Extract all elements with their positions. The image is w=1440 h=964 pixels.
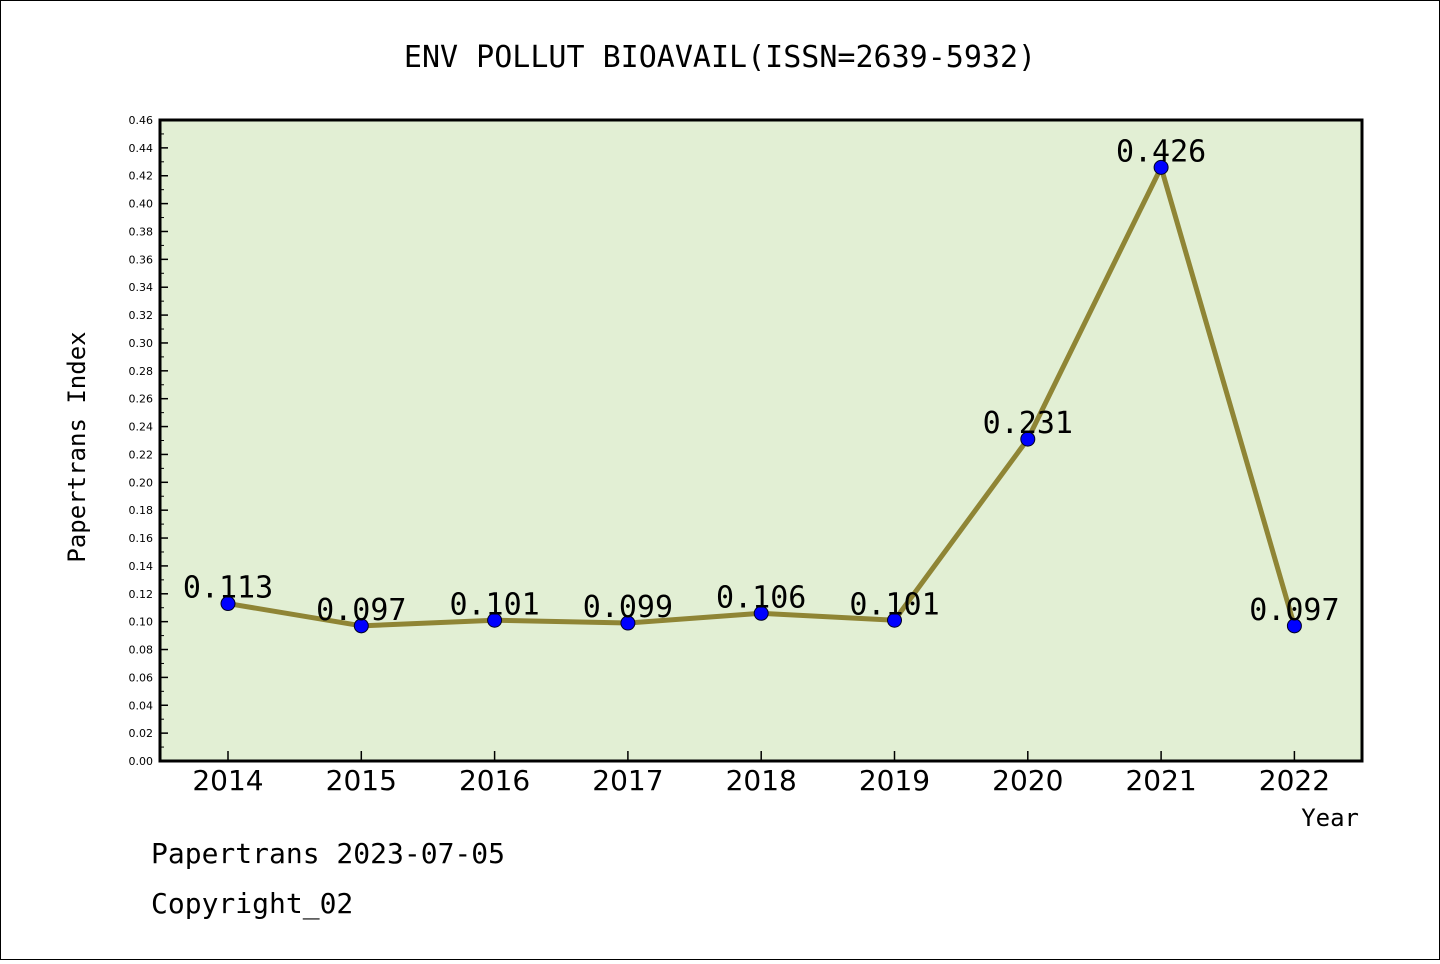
data-labels: 0.113 0.097 0.101 0.099 0.106 0.101 0.231 0.426… (183, 134, 1340, 627)
y-tick-label: 0.42 (129, 170, 154, 183)
y-tick-label: 0.16 (129, 532, 154, 545)
y-tick-label: 0.32 (129, 309, 154, 322)
data-label: 0.099 (583, 590, 673, 625)
data-label: 0.097 (316, 593, 406, 628)
data-points (220, 159, 1302, 634)
x-tick-label: 2019 (859, 764, 930, 797)
x-axis: 2014 2015 2016 2017 2018 2019 2020 2021 2022 (192, 751, 1330, 797)
data-label: 0.113 (183, 571, 273, 606)
data-label: 0.106 (716, 580, 806, 615)
x-tick-label: 2014 (192, 764, 263, 797)
y-tick-label: 0.18 (129, 504, 154, 517)
y-tick-label: 0.10 (129, 616, 154, 629)
y-tick-label: 0.36 (129, 253, 154, 266)
x-tick-label: 2015 (326, 764, 397, 797)
x-tick-label: 2018 (726, 764, 797, 797)
y-tick-label: 0.34 (129, 281, 154, 294)
y-tick-label: 0.44 (129, 142, 154, 155)
y-tick-label: 0.30 (129, 337, 154, 350)
data-point (1153, 159, 1169, 175)
data-label: 0.101 (849, 587, 939, 622)
y-tick-label: 0.38 (129, 225, 154, 238)
data-point (753, 605, 769, 621)
x-axis-title: Year (1301, 804, 1359, 832)
y-tick-label: 0.20 (129, 476, 154, 489)
data-point (887, 612, 902, 628)
y-tick-label: 0.04 (129, 699, 154, 712)
data-label: 0.097 (1249, 593, 1339, 628)
y-tick-label: 0.26 (129, 393, 154, 406)
y-tick-label: 0.08 (129, 644, 154, 657)
x-tick-label: 2016 (459, 764, 530, 797)
x-tick-label: 2022 (1259, 764, 1330, 797)
y-axis: 0.00 0.02 0.04 0.06 0.08 0.10 0.12 0.14 0.16 0.18… (129, 114, 168, 768)
data-label: 0.426 (1116, 134, 1206, 169)
data-point (1286, 618, 1302, 634)
y-tick-label: 0.02 (129, 727, 154, 740)
x-tick-label: 2020 (992, 764, 1063, 797)
y-tick-label: 0.12 (129, 588, 154, 601)
y-tick-label: 0.00 (129, 755, 154, 768)
data-point (620, 615, 636, 631)
y-tick-label: 0.28 (129, 365, 154, 378)
data-point (353, 618, 369, 634)
data-point (220, 596, 236, 612)
footer-date: Papertrans 2023-07-05 (151, 837, 506, 870)
y-tick-label: 0.46 (129, 114, 154, 127)
y-tick-label: 0.40 (129, 198, 154, 211)
x-tick-label: 2017 (592, 764, 663, 797)
chart-title: ENV POLLUT BIOAVAIL(ISSN=2639-5932) (404, 40, 1036, 75)
y-tick-label: 0.06 (129, 671, 154, 684)
y-tick-label: 0.22 (129, 448, 154, 461)
data-point (1020, 431, 1036, 447)
data-label: 0.101 (449, 587, 539, 622)
y-axis-title: Papertrans Index (63, 331, 91, 562)
data-point (487, 612, 503, 628)
data-label: 0.231 (983, 406, 1073, 441)
y-tick-label: 0.14 (129, 560, 154, 573)
y-tick-label: 0.24 (129, 421, 154, 434)
plot-area (158, 118, 1364, 763)
footer-copyright: Copyright_02 (151, 887, 354, 920)
x-tick-label: 2021 (1125, 764, 1196, 797)
